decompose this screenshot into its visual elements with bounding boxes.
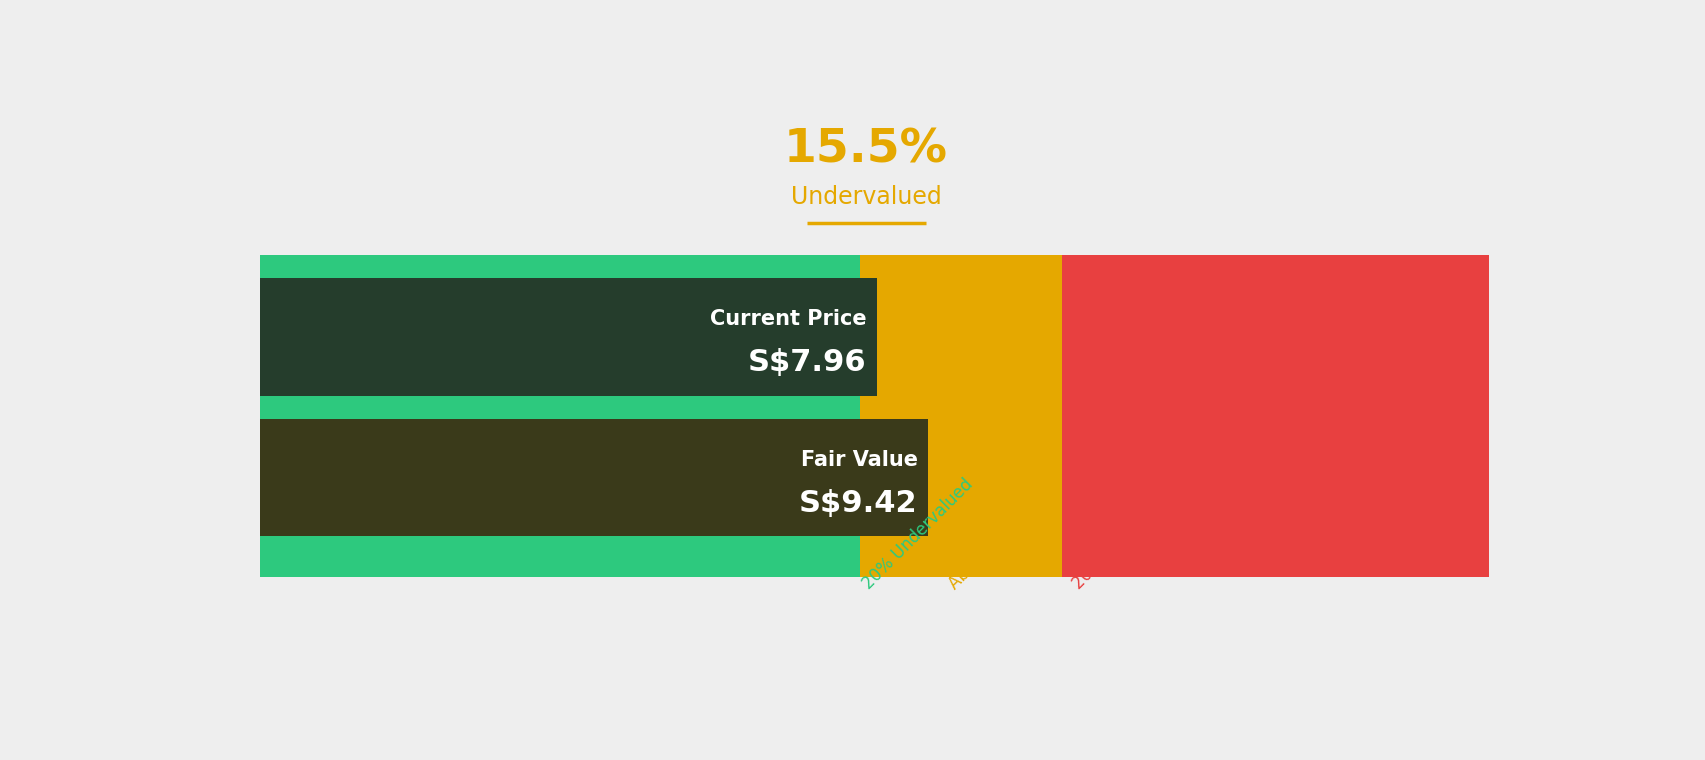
Text: Fair Value: Fair Value <box>800 450 917 470</box>
Bar <box>259 419 928 536</box>
Text: About Right: About Right <box>945 511 1026 593</box>
Bar <box>259 255 859 577</box>
Text: Undervalued: Undervalued <box>791 185 941 208</box>
Bar <box>259 278 876 395</box>
Text: S$7.96: S$7.96 <box>747 348 866 377</box>
Text: 20% Undervalued: 20% Undervalued <box>859 475 977 593</box>
Text: 15.5%: 15.5% <box>784 127 948 173</box>
Bar <box>1062 255 1488 577</box>
Text: S$9.42: S$9.42 <box>798 489 917 518</box>
Text: 20% Overvalued: 20% Overvalued <box>1069 483 1178 593</box>
Text: Current Price: Current Price <box>709 309 866 329</box>
Bar <box>859 255 1062 577</box>
